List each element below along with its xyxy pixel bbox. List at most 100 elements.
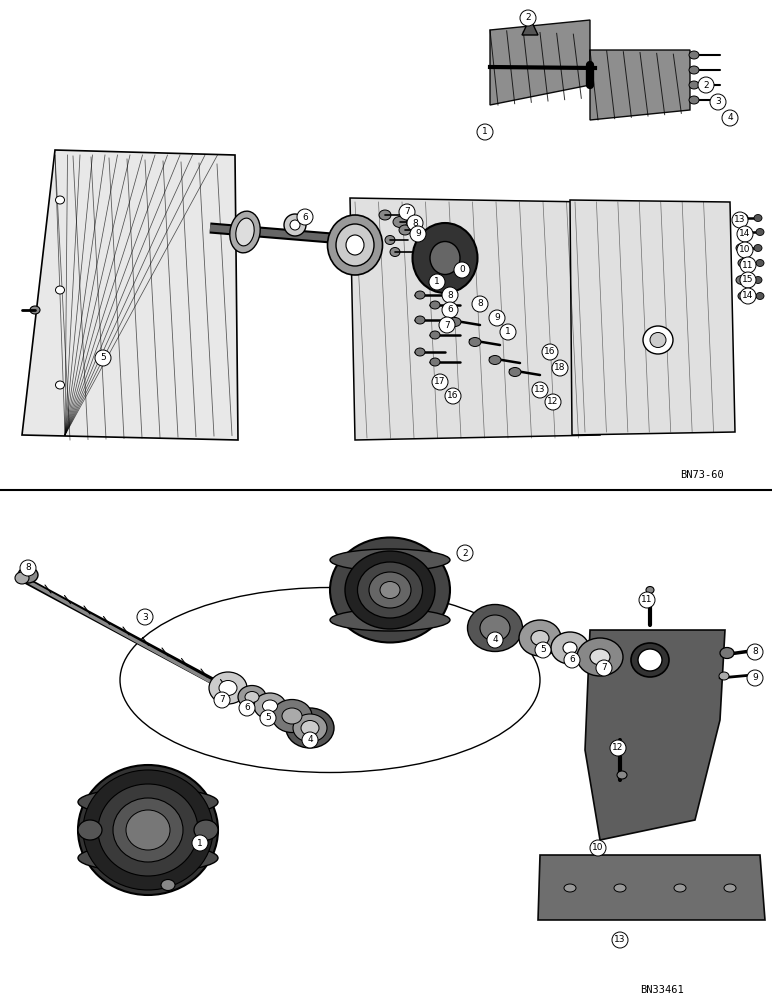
- Ellipse shape: [78, 820, 102, 840]
- Ellipse shape: [719, 672, 729, 680]
- Ellipse shape: [638, 649, 662, 671]
- Ellipse shape: [754, 244, 762, 251]
- Ellipse shape: [56, 381, 65, 389]
- Ellipse shape: [230, 211, 260, 253]
- Polygon shape: [522, 18, 538, 35]
- Ellipse shape: [754, 276, 762, 284]
- Text: 1: 1: [434, 277, 440, 286]
- Ellipse shape: [468, 604, 523, 652]
- Ellipse shape: [357, 562, 422, 618]
- Circle shape: [732, 212, 748, 228]
- Circle shape: [590, 840, 606, 856]
- Ellipse shape: [519, 620, 561, 656]
- Text: 6: 6: [569, 656, 575, 664]
- Ellipse shape: [415, 316, 425, 324]
- Ellipse shape: [674, 884, 686, 892]
- Text: 3: 3: [715, 98, 721, 106]
- Ellipse shape: [113, 798, 183, 862]
- Ellipse shape: [689, 66, 699, 74]
- Circle shape: [429, 274, 445, 290]
- Polygon shape: [22, 150, 238, 440]
- Ellipse shape: [631, 643, 669, 677]
- Ellipse shape: [272, 700, 312, 732]
- Text: 2: 2: [703, 81, 709, 90]
- Ellipse shape: [614, 884, 626, 892]
- Ellipse shape: [720, 648, 734, 658]
- Circle shape: [487, 632, 503, 648]
- Ellipse shape: [390, 247, 400, 256]
- Ellipse shape: [736, 275, 748, 284]
- Ellipse shape: [590, 649, 610, 665]
- Text: 8: 8: [412, 219, 418, 228]
- Circle shape: [737, 242, 753, 258]
- Ellipse shape: [290, 220, 300, 230]
- Text: 4: 4: [307, 736, 313, 744]
- Text: 11: 11: [642, 595, 653, 604]
- Ellipse shape: [736, 243, 748, 252]
- Ellipse shape: [254, 693, 286, 719]
- Ellipse shape: [209, 672, 247, 704]
- Circle shape: [740, 272, 756, 288]
- Text: 6: 6: [447, 306, 453, 314]
- Circle shape: [20, 560, 36, 576]
- Ellipse shape: [56, 286, 65, 294]
- Ellipse shape: [345, 551, 435, 629]
- Ellipse shape: [346, 235, 364, 255]
- Text: 15: 15: [742, 275, 753, 284]
- Ellipse shape: [564, 884, 576, 892]
- Ellipse shape: [756, 259, 764, 266]
- Polygon shape: [350, 198, 600, 440]
- Ellipse shape: [336, 224, 374, 266]
- Ellipse shape: [430, 358, 440, 366]
- Ellipse shape: [650, 332, 666, 348]
- Ellipse shape: [509, 367, 521, 376]
- Text: 5: 5: [100, 354, 106, 362]
- Circle shape: [192, 835, 208, 851]
- Ellipse shape: [30, 306, 40, 314]
- Ellipse shape: [415, 291, 425, 299]
- Text: 17: 17: [434, 377, 445, 386]
- Text: 0: 0: [459, 265, 465, 274]
- Text: 7: 7: [444, 320, 450, 330]
- Circle shape: [137, 609, 153, 625]
- Ellipse shape: [738, 292, 750, 300]
- Circle shape: [610, 740, 626, 756]
- Ellipse shape: [286, 708, 334, 748]
- Circle shape: [500, 324, 516, 340]
- Text: 11: 11: [742, 260, 753, 269]
- Ellipse shape: [282, 708, 302, 724]
- Ellipse shape: [126, 810, 170, 850]
- Ellipse shape: [385, 235, 395, 244]
- Polygon shape: [570, 200, 735, 435]
- Ellipse shape: [78, 788, 218, 816]
- Text: 1: 1: [197, 838, 203, 848]
- Ellipse shape: [750, 646, 760, 654]
- Ellipse shape: [724, 884, 736, 892]
- Ellipse shape: [689, 81, 699, 89]
- Circle shape: [214, 692, 230, 708]
- Ellipse shape: [161, 880, 175, 890]
- Circle shape: [747, 644, 763, 660]
- Ellipse shape: [689, 96, 699, 104]
- Polygon shape: [490, 20, 590, 105]
- Text: 7: 7: [219, 696, 225, 704]
- Text: 5: 5: [265, 714, 271, 722]
- Text: 7: 7: [404, 208, 410, 217]
- Ellipse shape: [245, 692, 259, 702]
- Ellipse shape: [736, 214, 748, 223]
- Ellipse shape: [430, 331, 440, 339]
- Text: 4: 4: [727, 113, 733, 122]
- Circle shape: [545, 394, 561, 410]
- Text: BN33461: BN33461: [640, 985, 684, 995]
- Circle shape: [698, 77, 714, 93]
- Circle shape: [489, 310, 505, 326]
- Ellipse shape: [56, 196, 65, 204]
- Circle shape: [552, 360, 568, 376]
- Text: 12: 12: [612, 744, 624, 752]
- Ellipse shape: [330, 538, 450, 643]
- Text: BN73-60: BN73-60: [680, 470, 724, 480]
- Circle shape: [722, 110, 738, 126]
- Circle shape: [542, 344, 558, 360]
- Circle shape: [532, 382, 548, 398]
- Ellipse shape: [327, 215, 382, 275]
